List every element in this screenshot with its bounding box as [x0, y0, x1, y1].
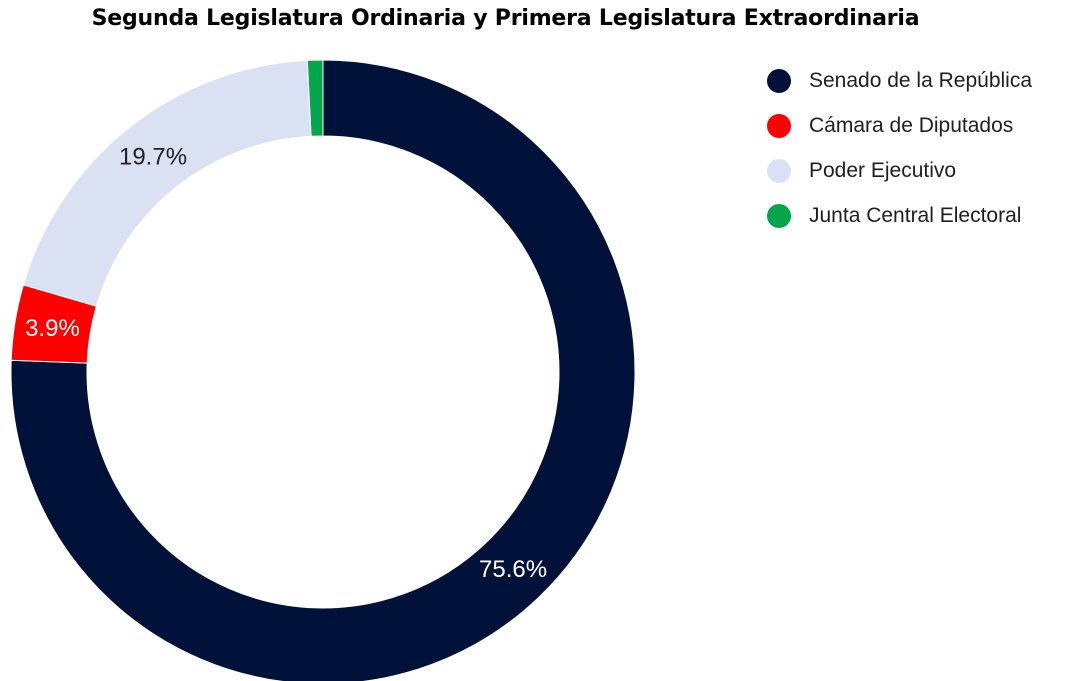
- slice-poder-ejecutivo[interactable]: [22, 59, 312, 307]
- slice-senado-de-la-republica[interactable]: [10, 59, 636, 681]
- chart-legend: Senado de la República Cámara de Diputado…: [767, 58, 1032, 238]
- donut-labels: 75.6% 3.9% 19.7%: [25, 144, 547, 583]
- slice-label-poder-ejecutivo: 19.7%: [119, 144, 187, 171]
- legend-swatch: [767, 68, 791, 93]
- legend-swatch: [767, 158, 791, 183]
- donut-slices: [10, 59, 636, 681]
- legend-label: Poder Ejecutivo: [809, 158, 957, 182]
- legend-label: Senado de la República: [809, 68, 1033, 92]
- legend-item-junta-central-electoral[interactable]: Junta Central Electoral: [767, 193, 1032, 238]
- slice-label-senado-de-la-republica: 75.6%: [479, 556, 547, 583]
- legend-label: Junta Central Electoral: [809, 203, 1022, 227]
- legend-item-camara-de-diputados[interactable]: Cámara de Diputados: [767, 103, 1032, 148]
- legend-label: Cámara de Diputados: [809, 113, 1014, 137]
- slice-label-camara-de-diputados: 3.9%: [25, 315, 80, 342]
- slice-junta-central-electoral[interactable]: [306, 59, 324, 137]
- legend-swatch: [767, 113, 791, 138]
- donut-chart: 75.6% 3.9% 19.7%: [10, 59, 636, 681]
- legend-swatch: [767, 203, 791, 228]
- chart-title: Segunda Legislatura Ordinaria y Primera …: [91, 6, 920, 31]
- legend-item-senado-de-la-republica[interactable]: Senado de la República: [767, 58, 1032, 103]
- legend-item-poder-ejecutivo[interactable]: Poder Ejecutivo: [767, 148, 1032, 193]
